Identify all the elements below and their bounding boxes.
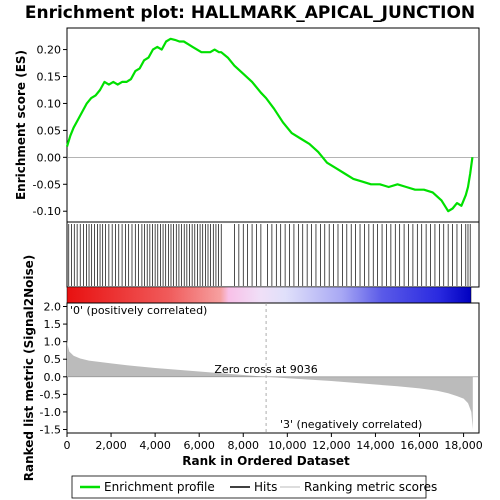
- metric-y-axis-title: Ranked list metric (Signal2Noise): [22, 255, 36, 482]
- metric-y-tick-label: -1.0: [40, 406, 61, 419]
- hits-panel-frame: [66, 221, 480, 288]
- legend-label: Ranking metric scores: [304, 480, 437, 494]
- metric-y-tick-label: 2.0: [44, 301, 62, 314]
- x-tick-label: 0: [64, 439, 71, 452]
- x-tick-label: 12,000: [312, 439, 351, 452]
- x-tick-label: 8,000: [228, 439, 260, 452]
- metric-y-tick-label: 0.5: [44, 353, 62, 366]
- es-y-tick-label: 0.15: [37, 71, 62, 84]
- hits-ticks: [68, 224, 471, 286]
- x-tick-label: 6,000: [183, 439, 215, 452]
- metric-y-tick-label: 1.0: [44, 336, 62, 349]
- chart-title: Enrichment plot: HALLMARK_APICAL_JUNCTIO…: [25, 3, 475, 23]
- metric-y-tick-label: -1.5: [40, 423, 61, 436]
- positive-correlation-label: '0' (positively correlated): [70, 304, 207, 317]
- metric-x-axis: 0 2,000 4,000 6,000 8,000 10,000 12,000 14,000 1…: [64, 433, 483, 452]
- es-y-axis: 0.20 0.15 0.10 0.05 0.00 -0.05 -0.10: [33, 44, 67, 218]
- es-y-tick-label: 0.10: [37, 97, 62, 110]
- legend-label: Enrichment profile: [104, 480, 215, 494]
- es-panel-frame: [66, 27, 480, 223]
- es-y-tick-label: -0.05: [33, 178, 61, 191]
- es-y-tick-label: 0.00: [37, 151, 62, 164]
- metric-y-axis: 2.0 1.5 1.0 0.5 0.0 -0.5 -1.0 -1.5: [40, 301, 67, 436]
- x-tick-label: 2,000: [95, 439, 127, 452]
- negative-correlation-label: '3' (negatively correlated): [280, 418, 422, 431]
- x-tick-label: 4,000: [139, 439, 171, 452]
- ranking-metric-area: [67, 339, 473, 430]
- legend-label: Hits: [254, 480, 277, 494]
- x-axis-title: Rank in Ordered Dataset: [182, 454, 350, 468]
- metric-y-tick-label: 0.0: [44, 371, 62, 384]
- es-y-tick-label: 0.05: [37, 124, 62, 137]
- x-tick-label: 16,000: [400, 439, 439, 452]
- x-tick-label: 14,000: [356, 439, 395, 452]
- es-y-axis-title: Enrichment score (ES): [14, 50, 28, 200]
- rank-color-bar: [66, 286, 472, 304]
- metric-y-tick-label: 1.5: [44, 318, 62, 331]
- enrichment-profile-line: [65, 37, 474, 213]
- es-y-tick-label: 0.20: [37, 44, 62, 57]
- x-tick-label: 18,000: [444, 439, 483, 452]
- zero-cross-label: Zero cross at 9036: [214, 363, 317, 376]
- metric-y-tick-label: -0.5: [40, 388, 61, 401]
- x-tick-label: 10,000: [268, 439, 307, 452]
- es-y-tick-label: -0.10: [33, 205, 61, 218]
- legend: Enrichment profile Hits Ranking metric sco…: [80, 480, 437, 494]
